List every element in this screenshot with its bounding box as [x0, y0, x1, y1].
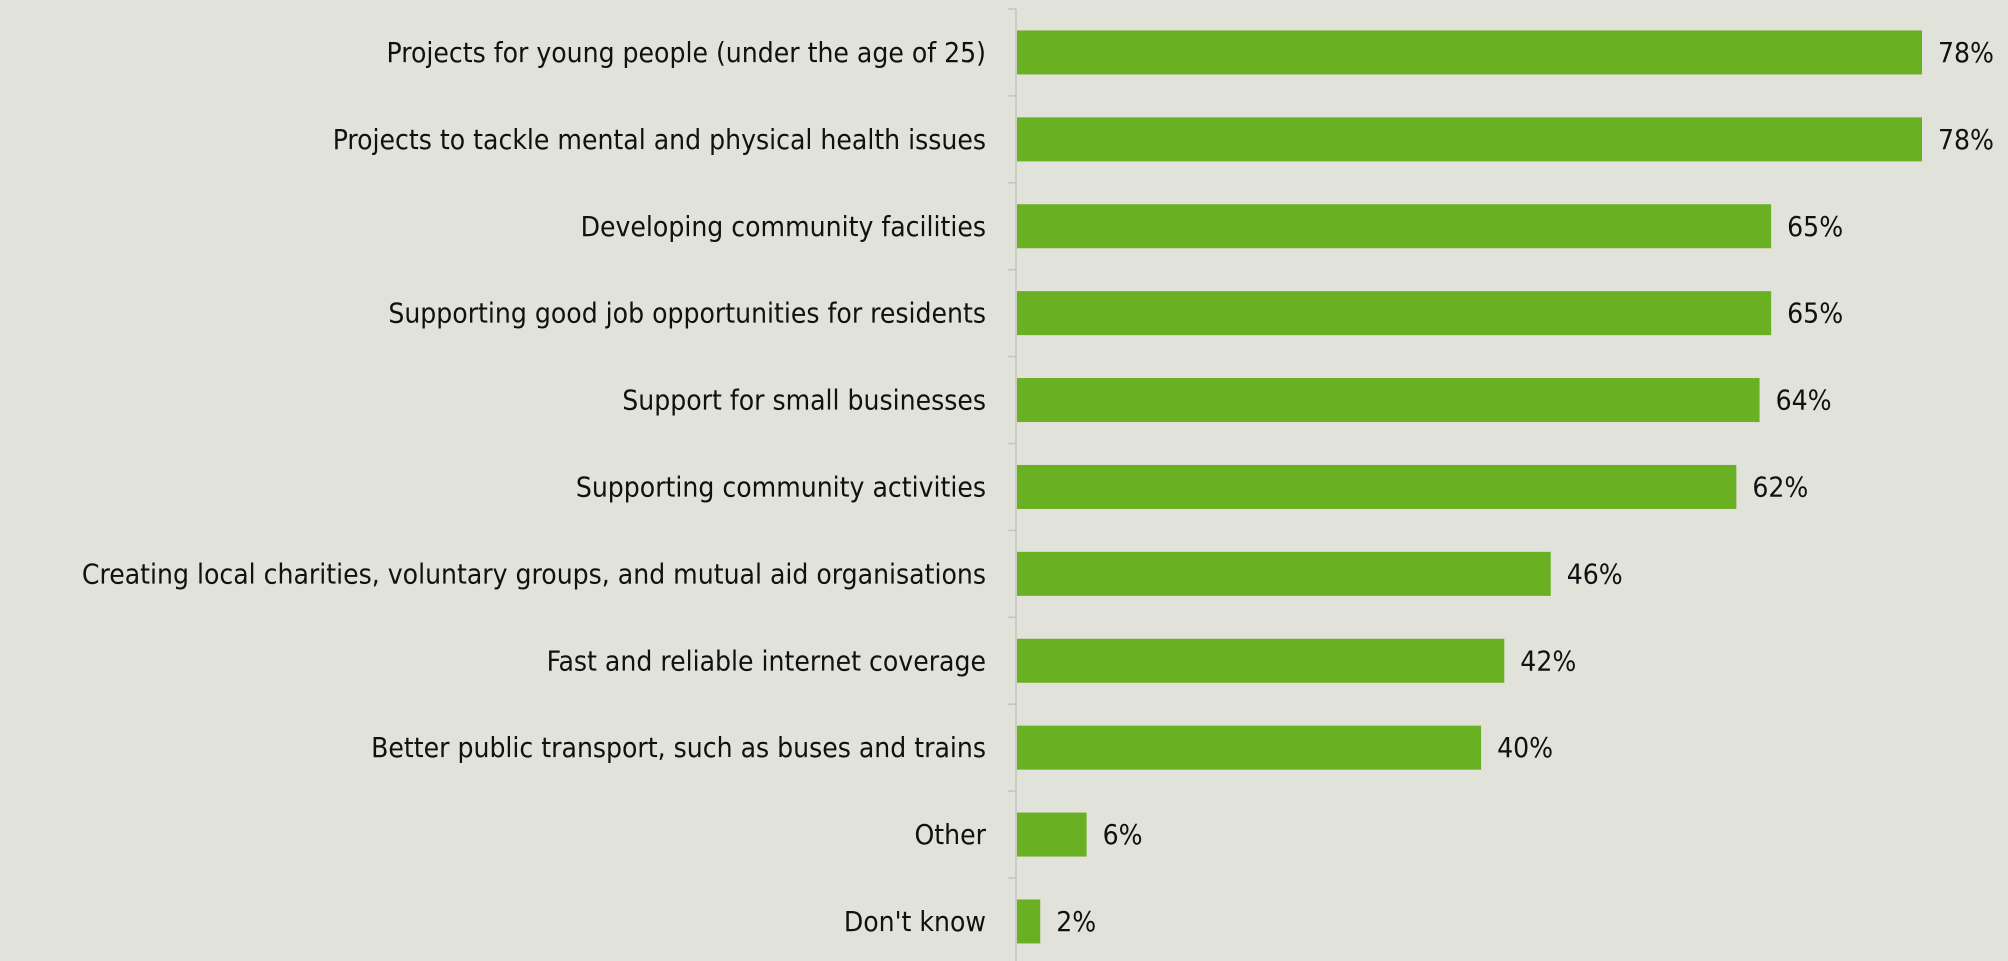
value-label: 65%: [1787, 297, 1843, 330]
axis-layer: [1008, 8, 1017, 961]
value-label: 62%: [1752, 470, 1808, 503]
value-label: 6%: [1103, 818, 1143, 851]
bar: [1017, 291, 1772, 336]
value-labels-layer: 78% 78% 65% 65% 64% 62% 46% 42% 40% 6% 2%: [1056, 36, 1994, 938]
bar: [1017, 725, 1482, 770]
category-label: Fast and reliable internet coverage: [547, 644, 986, 677]
bar: [1017, 551, 1551, 596]
category-labels-layer: Projects for young people (under the age…: [82, 36, 987, 938]
value-label: 40%: [1497, 731, 1553, 764]
category-label: Supporting community activities: [576, 470, 986, 503]
category-label: Projects to tackle mental and physical h…: [333, 123, 986, 156]
bar: [1017, 30, 1922, 75]
category-label: Supporting good job opportunities for re…: [388, 297, 986, 330]
bar: [1017, 464, 1737, 509]
category-label: Support for small businesses: [622, 384, 986, 417]
bar: [1017, 812, 1087, 857]
bar: [1017, 378, 1760, 423]
bar: [1017, 204, 1772, 249]
bar: [1017, 899, 1041, 944]
value-label: 2%: [1056, 905, 1096, 938]
category-label: Projects for young people (under the age…: [387, 36, 986, 69]
value-label: 42%: [1520, 644, 1576, 677]
value-label: 64%: [1776, 384, 1832, 417]
category-label: Better public transport, such as buses a…: [371, 731, 986, 764]
bar: [1017, 638, 1505, 683]
value-label: 46%: [1567, 557, 1623, 590]
value-label: 78%: [1938, 123, 1994, 156]
bar: [1017, 117, 1922, 162]
category-label: Other: [914, 818, 986, 851]
category-label: Developing community facilities: [581, 210, 986, 243]
value-label: 78%: [1938, 36, 1994, 69]
category-label: Don't know: [844, 905, 986, 938]
value-label: 65%: [1787, 210, 1843, 243]
bars-layer: [1017, 30, 1922, 944]
category-label: Creating local charities, voluntary grou…: [82, 557, 986, 590]
